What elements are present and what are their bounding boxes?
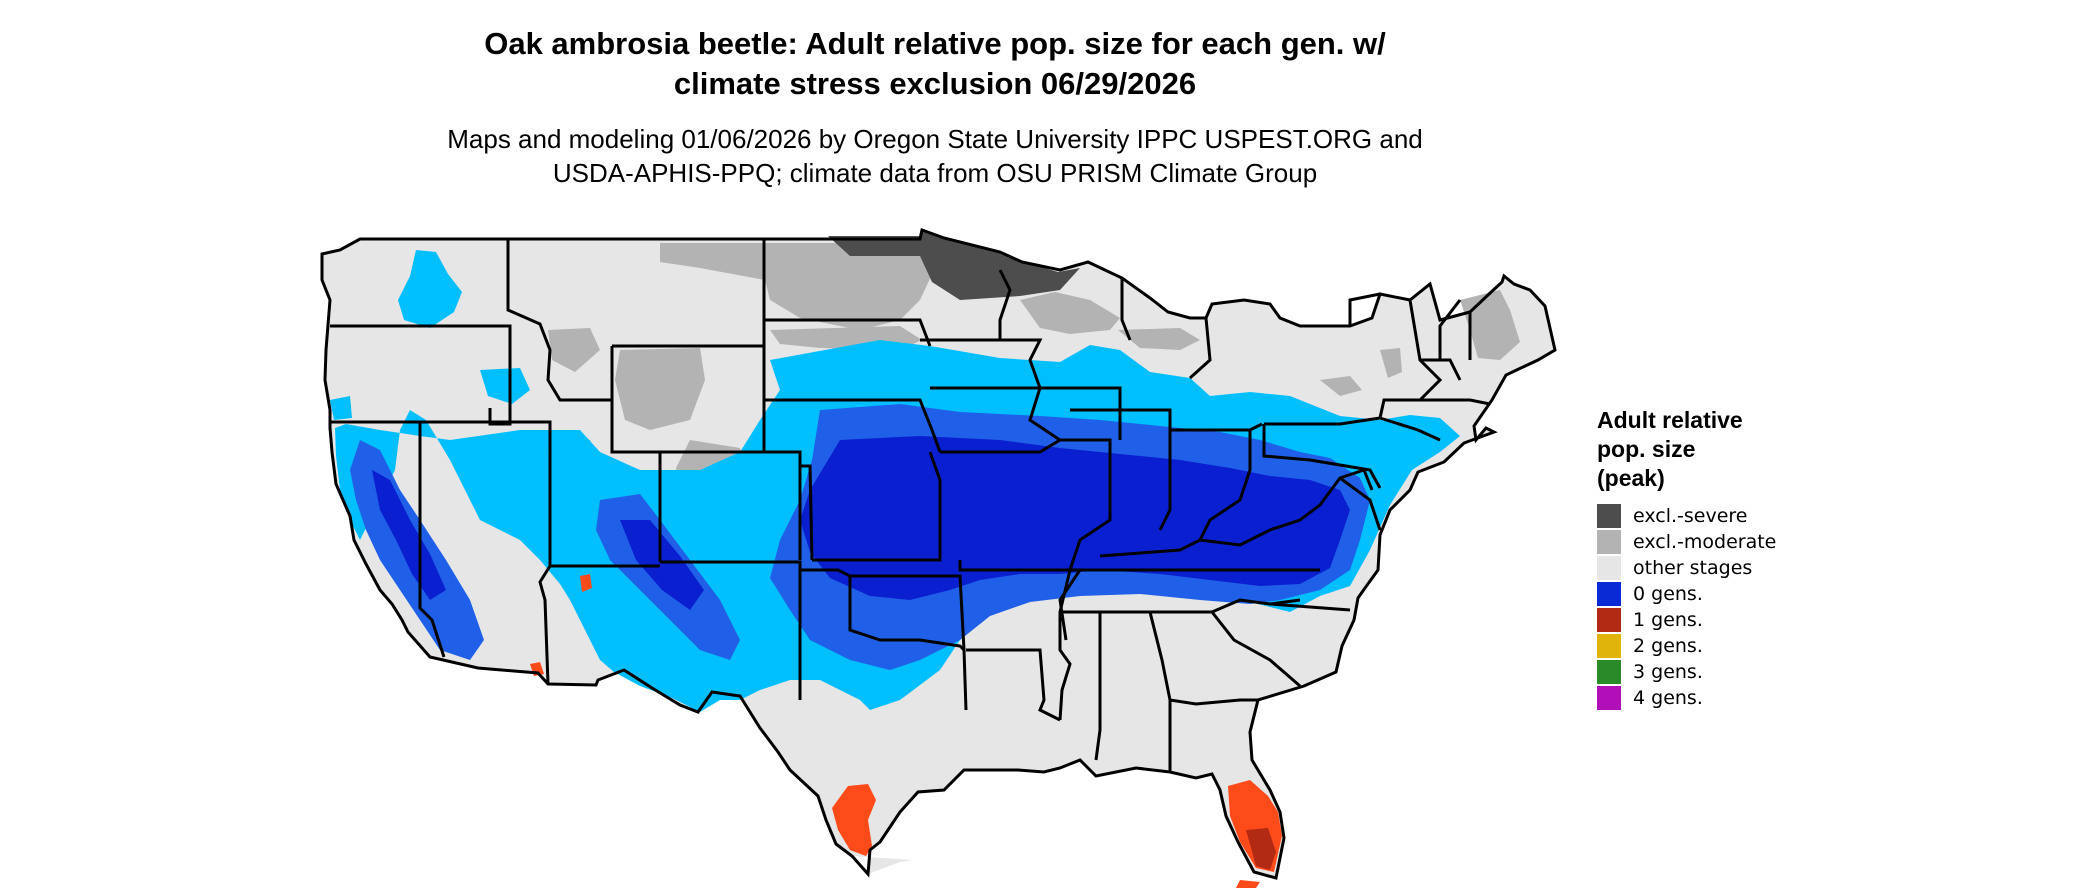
- exclusion-moderate-zones: [548, 243, 1520, 510]
- legend-item-1-gens: 1 gens.: [1597, 607, 1857, 633]
- legend-item-0-gens: 0 gens.: [1597, 581, 1857, 607]
- legend-label: other stages: [1633, 557, 1753, 579]
- legend: Adult relative pop. size (peak) excl.-se…: [1597, 406, 1857, 711]
- title-line-1: Oak ambrosia beetle: Adult relative pop.…: [484, 26, 1386, 61]
- legend-label: 2 gens.: [1633, 635, 1703, 657]
- title-line-2: climate stress exclusion 06/29/2026: [673, 66, 1197, 101]
- legend-title-line-2: pop. size: [1597, 436, 1696, 462]
- legend-swatch: [1597, 504, 1621, 528]
- map-title: Oak ambrosia beetle: Adult relative pop.…: [0, 24, 1870, 104]
- legend-title-line-1: Adult relative: [1597, 407, 1743, 433]
- legend-label: 4 gens.: [1633, 687, 1703, 709]
- legend-swatch: [1597, 582, 1621, 606]
- legend-swatch: [1597, 686, 1621, 710]
- one-gen-zones: [530, 574, 1282, 888]
- legend-title: Adult relative pop. size (peak): [1597, 406, 1797, 493]
- map-subtitle: Maps and modeling 01/06/2026 by Oregon S…: [0, 122, 1870, 190]
- state-borders: [320, 228, 1557, 880]
- legend-item-4-gens: 4 gens.: [1597, 685, 1857, 711]
- legend-title-line-3: (peak): [1597, 465, 1665, 491]
- exclusion-severe-zones: [828, 230, 1080, 300]
- legend-label: 0 gens.: [1633, 583, 1703, 605]
- subtitle-line-1: Maps and modeling 01/06/2026 by Oregon S…: [447, 124, 1423, 154]
- legend-item-2-gens: 2 gens.: [1597, 633, 1857, 659]
- legend-label: excl.-moderate: [1633, 531, 1777, 553]
- legend-swatch: [1597, 530, 1621, 554]
- legend-item-other-stages: other stages: [1597, 555, 1857, 581]
- legend-item-excl-moderate: excl.-moderate: [1597, 529, 1857, 555]
- legend-item-excl-severe: excl.-severe: [1597, 503, 1857, 529]
- legend-label: excl.-severe: [1633, 505, 1748, 527]
- legend-label: 3 gens.: [1633, 661, 1703, 683]
- subtitle-line-2: USDA-APHIS-PPQ; climate data from OSU PR…: [552, 158, 1318, 188]
- legend-item-3-gens: 3 gens.: [1597, 659, 1857, 685]
- legend-label: 1 gens.: [1633, 609, 1703, 631]
- legend-swatch: [1597, 608, 1621, 632]
- legend-swatch: [1597, 634, 1621, 658]
- legend-swatch: [1597, 556, 1621, 580]
- legend-swatch: [1597, 660, 1621, 684]
